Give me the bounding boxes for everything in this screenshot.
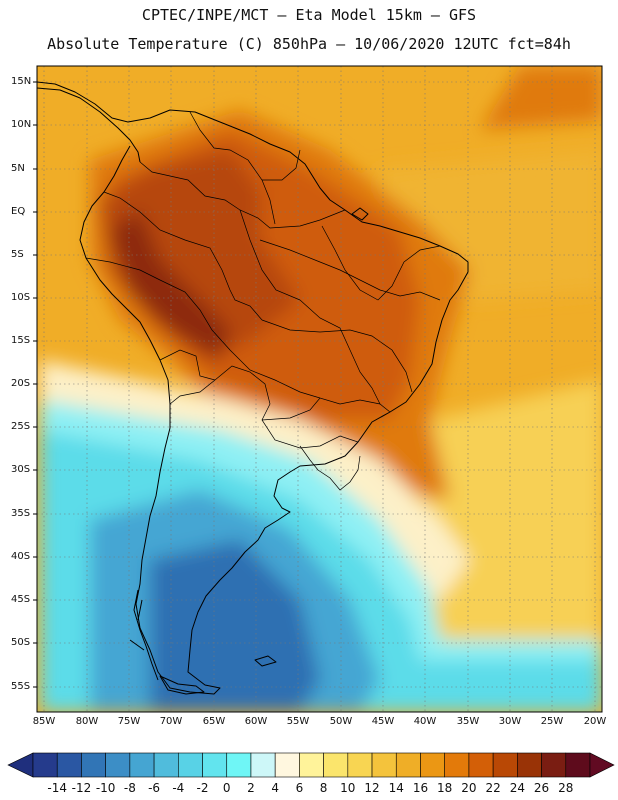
lat-label: 40S — [11, 551, 31, 562]
central-america-coast — [37, 87, 141, 163]
colorbar-swatch — [153, 752, 179, 778]
lat-label: 35S — [11, 508, 31, 519]
lon-label: 55W — [286, 716, 310, 727]
lat-label: 10S — [11, 292, 31, 303]
colorbar-swatch — [468, 752, 494, 778]
lat-label: 25S — [11, 421, 31, 432]
lat-label: 5S — [11, 249, 24, 260]
tierra-del-fuego — [159, 675, 205, 695]
colorbar-tick-label: 0 — [222, 781, 231, 795]
lon-label: 30W — [498, 716, 522, 727]
lat-label: 55S — [11, 681, 31, 692]
lat-label: 30S — [11, 464, 31, 475]
colorbar-swatch — [371, 752, 397, 778]
colorbar-swatch — [56, 752, 82, 778]
colorbar-under-arrow — [7, 752, 34, 778]
colorbar — [7, 752, 615, 778]
colorbar-tick-label: 24 — [509, 781, 525, 795]
colorbar-tick-label: 22 — [485, 781, 501, 795]
colorbar-swatch — [395, 752, 421, 778]
colorbar-swatch — [541, 752, 567, 778]
lon-label: 45W — [371, 716, 395, 727]
lat-label: 50S — [11, 637, 31, 648]
map-frame — [36, 65, 603, 713]
colorbar-swatch — [129, 752, 155, 778]
colorbar-swatch — [299, 752, 324, 778]
colorbar-tick-label: 8 — [319, 781, 328, 795]
lat-label: 5N — [11, 163, 25, 174]
colorbar-tick-label: 20 — [461, 781, 477, 795]
lat-label: 15N — [11, 76, 32, 87]
colorbar-tick-label: 4 — [271, 781, 279, 795]
colorbar-swatch — [178, 752, 203, 778]
title-line-1: CPTEC/INPE/MCT – Eta Model 15km – GFS — [141, 6, 477, 24]
lon-label: 20W — [583, 716, 607, 727]
colorbar-tick-label: 6 — [295, 781, 304, 795]
colorbar-over-arrow — [589, 752, 615, 778]
lon-label: 25W — [540, 716, 564, 727]
colorbar-swatch — [105, 752, 131, 778]
colorbar-tick-label: 18 — [437, 781, 453, 795]
lon-label: 70W — [159, 716, 183, 727]
colorbar-tick-label: 2 — [247, 781, 255, 795]
caribbean-coast — [37, 81, 469, 695]
lon-label: 50W — [329, 716, 353, 727]
lon-label: 80W — [75, 716, 99, 727]
lat-label: EQ — [11, 206, 26, 217]
tick-marks — [33, 81, 37, 688]
falklands — [254, 655, 277, 667]
lon-label: 85W — [32, 716, 56, 727]
colorbar-tick-label: -8 — [123, 781, 136, 795]
coastlines — [37, 81, 469, 695]
colorbar-swatch — [250, 752, 276, 778]
colorbar-tick-label: 12 — [364, 781, 380, 795]
lon-label: 40W — [413, 716, 437, 727]
title-line-2: Absolute Temperature (C) 850hPa – 10/06/… — [47, 35, 571, 53]
colorbar-swatch — [274, 752, 300, 778]
colorbar-swatch — [226, 752, 252, 778]
chile-islands — [129, 589, 159, 681]
colorbar-tick-label: -10 — [95, 781, 116, 795]
colorbar-swatch — [492, 752, 518, 778]
lon-label: 65W — [202, 716, 226, 727]
colorbar-tick-label: 10 — [340, 781, 356, 795]
colorbar-swatch — [202, 752, 228, 778]
lon-label: 60W — [244, 716, 268, 727]
lat-label: 15S — [11, 335, 31, 346]
colorbar-tick-label: -4 — [172, 781, 185, 795]
colorbar-tick-label: 28 — [558, 781, 574, 795]
field-ocean-pale-east — [420, 380, 602, 712]
colorbar-tick-label: 16 — [412, 781, 429, 795]
colorbar-swatch — [444, 752, 470, 778]
lat-label: 45S — [11, 594, 31, 605]
colorbar-swatch — [517, 752, 542, 778]
temperature-map — [33, 65, 603, 713]
colorbar-swatch — [347, 752, 373, 778]
colorbar-tick-label: -12 — [71, 781, 92, 795]
colorbar-tick-label: 26 — [533, 781, 550, 795]
colorbar-swatch — [81, 752, 106, 778]
lon-label: 75W — [117, 716, 141, 727]
amazon-delta — [351, 207, 369, 221]
colorbar-tick-label: -2 — [196, 781, 209, 795]
colorbar-swatch — [323, 752, 349, 778]
lat-label: 10N — [11, 119, 32, 130]
colorbar-tick-label: -6 — [148, 781, 161, 795]
lat-label: 20S — [11, 378, 31, 389]
colorbar-tick-label: -14 — [47, 781, 68, 795]
colorbar-swatch — [565, 752, 591, 778]
colorbar-swatch — [420, 752, 445, 778]
lon-label: 35W — [456, 716, 480, 727]
field-darkblue — [150, 540, 320, 712]
colorbar-swatch — [32, 752, 58, 778]
colorbar-tick-label: 14 — [388, 781, 404, 795]
borders — [85, 111, 441, 491]
